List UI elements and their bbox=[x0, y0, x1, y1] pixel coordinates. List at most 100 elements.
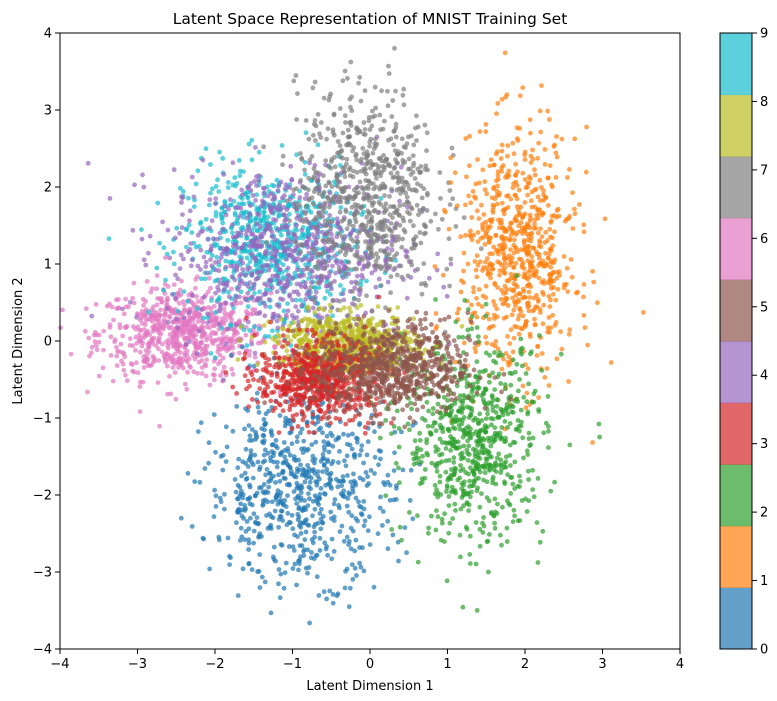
point bbox=[318, 120, 324, 125]
point bbox=[374, 176, 379, 181]
point bbox=[357, 179, 363, 185]
point bbox=[597, 434, 602, 440]
point bbox=[251, 511, 257, 517]
point bbox=[512, 244, 518, 250]
point bbox=[554, 154, 560, 160]
point bbox=[255, 228, 261, 233]
point bbox=[425, 452, 431, 458]
point bbox=[517, 377, 522, 382]
point bbox=[317, 535, 323, 541]
point bbox=[187, 208, 193, 214]
point bbox=[342, 174, 348, 180]
point bbox=[170, 342, 176, 348]
point bbox=[566, 331, 572, 337]
point bbox=[378, 127, 383, 132]
point bbox=[532, 388, 538, 394]
point bbox=[401, 86, 407, 92]
point bbox=[422, 167, 428, 172]
point bbox=[499, 366, 505, 372]
point bbox=[492, 387, 498, 392]
point bbox=[312, 506, 318, 512]
point bbox=[165, 345, 171, 351]
point bbox=[467, 552, 473, 557]
point bbox=[422, 475, 428, 481]
point bbox=[327, 190, 333, 196]
point bbox=[433, 420, 438, 426]
point bbox=[329, 516, 334, 521]
point bbox=[463, 232, 468, 238]
point bbox=[313, 439, 319, 445]
point bbox=[317, 204, 323, 209]
point bbox=[263, 291, 268, 297]
point bbox=[339, 218, 345, 224]
point bbox=[296, 558, 301, 564]
point bbox=[303, 118, 309, 123]
point bbox=[192, 479, 198, 484]
point bbox=[400, 467, 406, 473]
point bbox=[343, 463, 349, 469]
point bbox=[339, 483, 345, 489]
point bbox=[514, 361, 520, 367]
point bbox=[422, 467, 428, 472]
point bbox=[369, 195, 375, 201]
point bbox=[271, 473, 276, 479]
point bbox=[373, 284, 379, 290]
point bbox=[489, 454, 494, 460]
point bbox=[318, 526, 324, 532]
point bbox=[356, 80, 361, 86]
point bbox=[387, 227, 393, 233]
point bbox=[549, 182, 554, 188]
point bbox=[354, 252, 360, 258]
point bbox=[517, 291, 523, 297]
point bbox=[313, 215, 319, 220]
point bbox=[515, 138, 521, 143]
point bbox=[120, 361, 126, 367]
point bbox=[503, 297, 509, 303]
point bbox=[349, 280, 354, 285]
point bbox=[378, 494, 383, 500]
point bbox=[238, 488, 244, 494]
point bbox=[487, 379, 492, 385]
point bbox=[166, 337, 172, 343]
point bbox=[387, 263, 393, 269]
point bbox=[389, 431, 394, 436]
point bbox=[330, 130, 336, 136]
point bbox=[340, 493, 346, 499]
point bbox=[392, 238, 398, 244]
point bbox=[258, 234, 263, 240]
point bbox=[520, 170, 526, 176]
point bbox=[258, 217, 264, 223]
point bbox=[264, 467, 270, 472]
point bbox=[527, 295, 533, 300]
point bbox=[241, 210, 247, 215]
point bbox=[245, 464, 251, 469]
point bbox=[313, 479, 319, 484]
point bbox=[457, 408, 463, 414]
point bbox=[273, 480, 278, 485]
point bbox=[276, 567, 282, 572]
point bbox=[422, 223, 428, 229]
point bbox=[394, 486, 399, 491]
point bbox=[131, 300, 137, 306]
point bbox=[514, 273, 519, 279]
point bbox=[433, 527, 439, 533]
point bbox=[220, 331, 226, 336]
point bbox=[231, 263, 237, 269]
point bbox=[272, 345, 278, 351]
point bbox=[468, 228, 473, 234]
point bbox=[470, 189, 476, 194]
point bbox=[253, 197, 258, 203]
point bbox=[590, 268, 595, 274]
point bbox=[286, 519, 292, 525]
point bbox=[407, 427, 412, 433]
point bbox=[358, 504, 364, 510]
point bbox=[194, 351, 200, 356]
point bbox=[552, 479, 557, 485]
point bbox=[530, 259, 535, 264]
point bbox=[278, 571, 284, 577]
point bbox=[373, 263, 378, 268]
point bbox=[533, 186, 539, 192]
point bbox=[358, 282, 364, 288]
point bbox=[396, 465, 401, 471]
point bbox=[531, 225, 537, 231]
